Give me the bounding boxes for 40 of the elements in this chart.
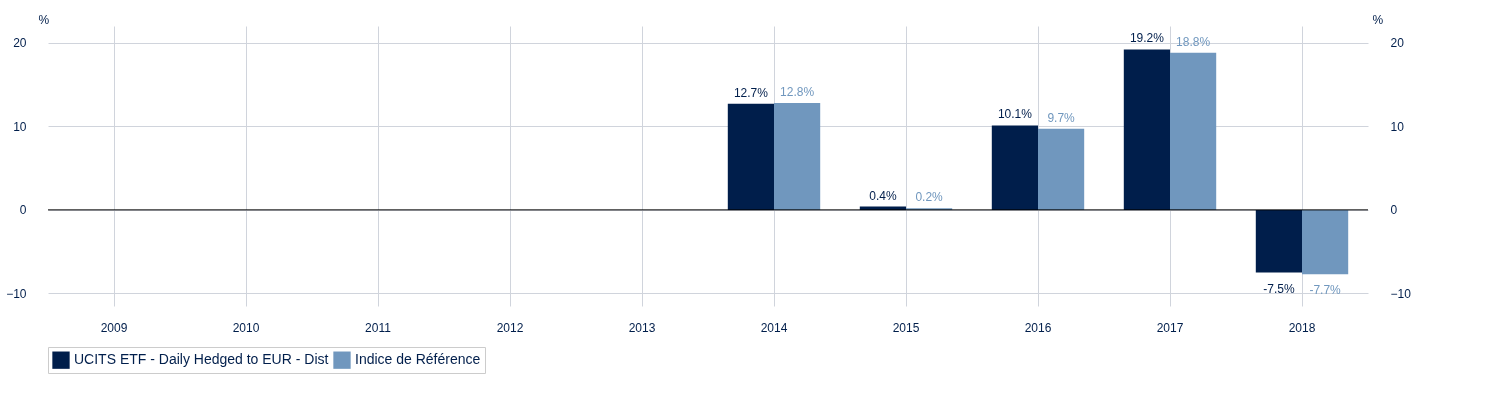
bar: [1170, 52, 1217, 210]
y2-tick-label: 20: [1390, 36, 1405, 51]
y-axis-title: %: [38, 12, 50, 27]
data-label: -7.5%: [1263, 281, 1295, 296]
x-tick-label: 2010: [232, 320, 260, 335]
data-label: 9.7%: [1047, 110, 1076, 125]
legend-label: Indice de Référence: [355, 351, 481, 368]
y2-tick-label: 10: [1390, 119, 1405, 134]
y-tick-label: −10: [6, 286, 27, 301]
bar: [1038, 128, 1085, 210]
x-tick-label: 2009: [100, 320, 128, 335]
x-tick-label: 2018: [1288, 320, 1316, 335]
y2-tick-label: 0: [1390, 203, 1398, 218]
y2-axis-title: %: [1372, 12, 1384, 27]
bar: [991, 125, 1038, 210]
y-tick-label: 20: [13, 36, 27, 51]
bar: [1255, 209, 1302, 273]
x-tick-label: 2015: [892, 320, 920, 335]
bar: [1302, 209, 1349, 275]
x-tick-label: 2014: [760, 320, 788, 335]
x-tick-label: 2012: [496, 320, 524, 335]
data-label: 10.1%: [997, 107, 1033, 122]
legend-label: UCITS ETF - Daily Hedged to EUR - Dist: [74, 351, 329, 368]
data-label: 0.2%: [915, 190, 944, 205]
y-tick-label: 0: [19, 203, 27, 218]
data-label: 12.7%: [733, 85, 769, 100]
y2-tick-label: −10: [1390, 286, 1412, 301]
data-label: 0.4%: [869, 188, 897, 203]
data-label: 12.8%: [780, 84, 815, 99]
y-tick-label: 10: [13, 119, 27, 134]
bar: [1123, 49, 1170, 210]
data-label: -7.7%: [1309, 283, 1342, 298]
bar: [774, 102, 821, 210]
data-label: 18.8%: [1176, 34, 1211, 49]
data-label: 19.2%: [1129, 31, 1165, 46]
x-tick-label: 2013: [628, 320, 656, 335]
x-tick-label: 2016: [1024, 320, 1052, 335]
x-tick-label: 2017: [1156, 320, 1184, 335]
bar: [727, 103, 774, 210]
x-tick-label: 2011: [365, 320, 392, 335]
